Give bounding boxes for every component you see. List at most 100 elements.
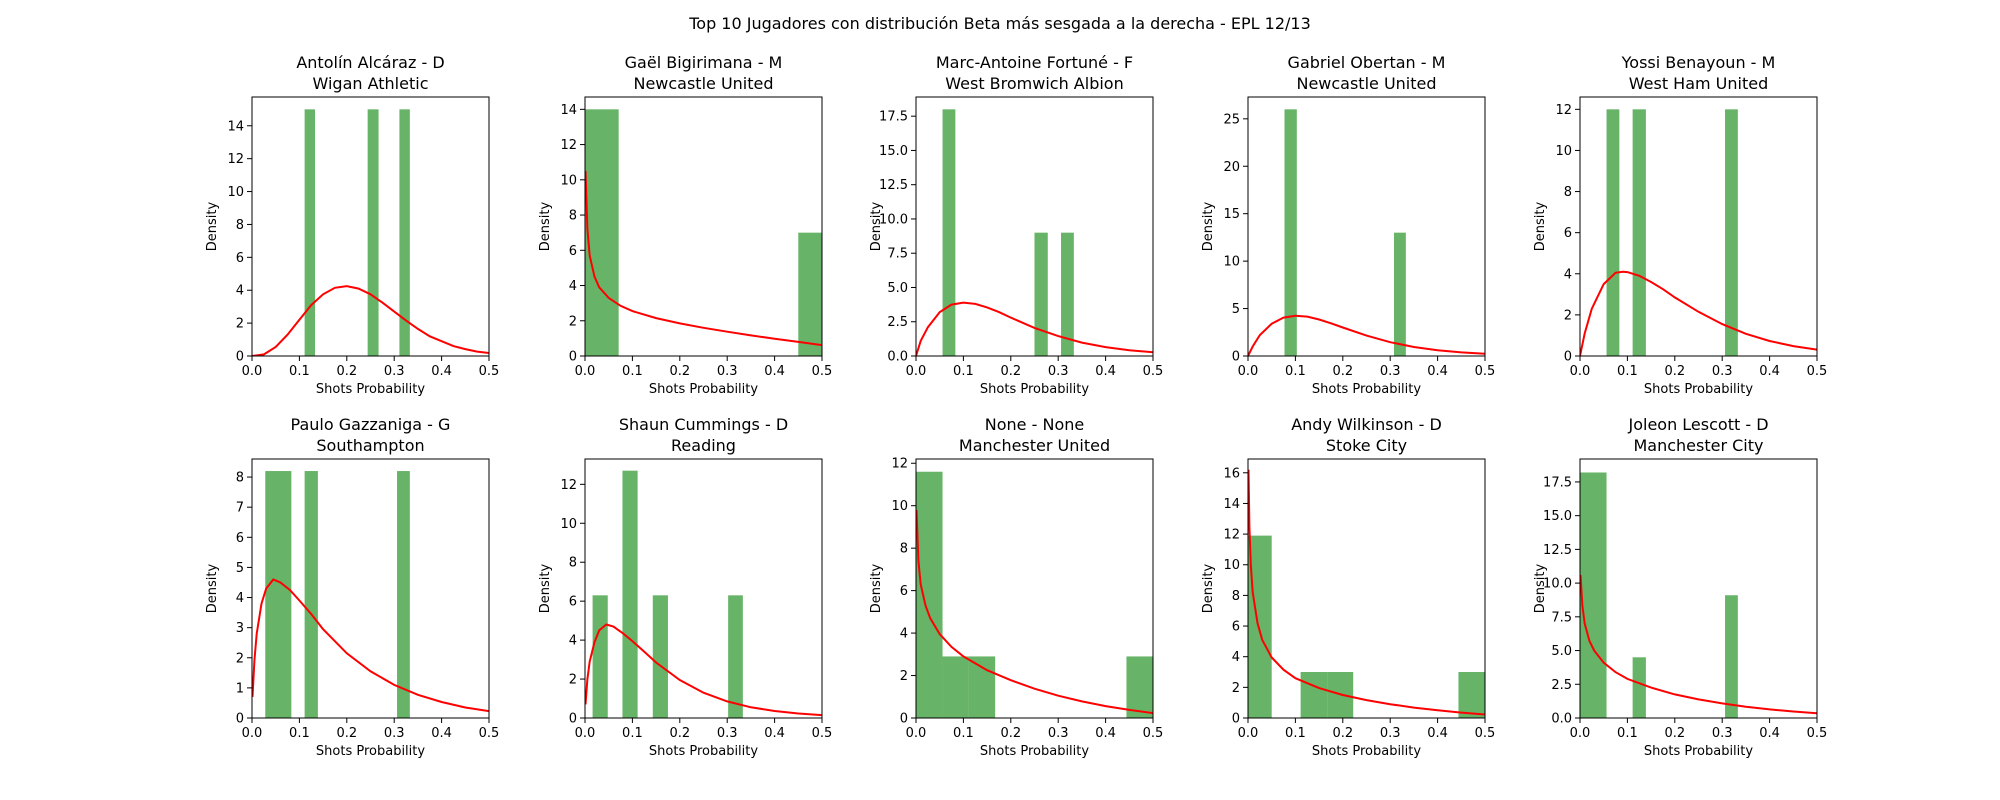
- subplot-title-player: Paulo Gazzaniga - G: [291, 415, 451, 434]
- x-tick-label: 0.0: [575, 726, 596, 741]
- x-tick-label: 0.0: [906, 364, 927, 379]
- x-tick-label: 0.2: [1332, 364, 1353, 379]
- histogram-bar: [942, 656, 969, 718]
- beta-pdf-curve: [252, 578, 489, 713]
- histogram-bar: [304, 471, 318, 718]
- x-tick-label: 0.0: [242, 364, 263, 379]
- y-tick-label: 8: [1232, 589, 1240, 604]
- subplot-6: 0.0 0.1 0.2 0.3 0.4 0.5 0 1 2 3 4 5 6 7 8 Shots Probabi…: [205, 415, 499, 759]
- y-tick-label: 4: [569, 279, 577, 294]
- subplot-title-team: West Bromwich Albion: [945, 74, 1123, 93]
- histogram-bar: [1632, 657, 1646, 718]
- y-tick-label: 0.0: [1551, 712, 1572, 727]
- x-axis-label: Shots Probability: [316, 382, 425, 397]
- x-tick-label: 0.1: [289, 726, 310, 741]
- subplot-title-player: Gaël Bigirimana - M: [625, 53, 783, 72]
- histogram-bar: [397, 471, 410, 718]
- x-tick-label: 0.4: [431, 726, 452, 741]
- y-tick-label: 15: [1223, 207, 1240, 222]
- y-axis-label: Density: [205, 563, 220, 613]
- histogram-bar: [1458, 672, 1485, 718]
- y-tick-label: 4: [236, 591, 244, 606]
- bar-group: [585, 109, 822, 356]
- y-tick-label: 3: [236, 621, 244, 636]
- x-tick-label: 0.5: [1807, 726, 1828, 741]
- axes-frame: [915, 96, 1154, 357]
- y-tick-label: 0: [900, 712, 908, 727]
- y-tick-label: 8: [900, 542, 908, 557]
- x-tick-label: 0.3: [717, 364, 738, 379]
- histogram-bar: [1126, 656, 1153, 718]
- beta-pdf-curve: [916, 509, 1153, 715]
- y-tick-label: 7.5: [1551, 610, 1572, 625]
- x-tick-label: 0.3: [1380, 364, 1401, 379]
- y-tick-label: 2: [900, 669, 908, 684]
- y-tick-label: 0: [1232, 350, 1240, 365]
- beta-pdf-curve: [1580, 270, 1817, 356]
- axes-frame: [251, 96, 490, 357]
- histogram-bar: [622, 470, 638, 718]
- histogram-bar: [1725, 109, 1738, 356]
- y-tick-label: 4: [900, 627, 908, 642]
- y-tick-label: 15.0: [879, 144, 908, 159]
- x-tick-label: 0.4: [1095, 726, 1116, 741]
- histogram-bar: [1393, 232, 1406, 356]
- histogram-bar: [1034, 232, 1048, 356]
- bar-group: [1606, 109, 1738, 356]
- subplot-1: 0.0 0.1 0.2 0.3 0.4 0.5 0 2 4 6 8 10 12 14 Shots Proba…: [205, 53, 499, 397]
- beta-pdf-curve: [585, 170, 822, 347]
- y-axis-label: Density: [869, 563, 884, 613]
- y-tick-label: 8: [569, 556, 577, 571]
- y-tick-label: 12.5: [1543, 543, 1572, 558]
- subplot-5: 0.0 0.1 0.2 0.3 0.4 0.5 0 2 4 6 8 10 12 Shots Probabi…: [1533, 53, 1827, 397]
- beta-pdf-curve: [1580, 574, 1817, 715]
- x-axis-label: Shots Probability: [649, 744, 758, 759]
- histogram-bar: [399, 109, 410, 356]
- histogram-bar: [1632, 109, 1646, 356]
- subplot-title-team: Newcastle United: [1296, 74, 1436, 93]
- y-tick-label: 5.0: [887, 281, 908, 296]
- x-axis-label: Shots Probability: [1644, 744, 1753, 759]
- axes-frame: [251, 458, 490, 719]
- subplot-title-player: Yossi Benayoun - M: [1621, 53, 1776, 72]
- x-tick-label: 0.1: [1285, 726, 1306, 741]
- axes-frame: [584, 458, 823, 719]
- y-tick-label: 2: [1564, 308, 1572, 323]
- y-tick-label: 7: [236, 501, 244, 516]
- bar-group: [1248, 535, 1485, 718]
- y-tick-label: 4: [1232, 650, 1240, 665]
- subplot-title-player: Gabriel Obertan - M: [1288, 53, 1446, 72]
- y-tick-label: 4: [569, 634, 577, 649]
- y-tick-label: 8: [1564, 185, 1572, 200]
- y-tick-label: 0: [1232, 712, 1240, 727]
- subplot-title-team: Wigan Athletic: [313, 74, 429, 93]
- y-tick-label: 2: [236, 317, 244, 332]
- x-tick-label: 0.0: [906, 726, 927, 741]
- histogram-bar: [1725, 595, 1738, 718]
- y-tick-label: 20: [1223, 160, 1240, 175]
- histogram-bar: [1284, 109, 1297, 356]
- x-tick-label: 0.1: [953, 364, 974, 379]
- y-tick-label: 2.5: [1551, 678, 1572, 693]
- x-tick-label: 0.4: [1759, 364, 1780, 379]
- y-tick-label: 10: [227, 185, 244, 200]
- x-tick-label: 0.3: [384, 726, 405, 741]
- x-tick-label: 0.5: [1475, 364, 1496, 379]
- subplot-title-team: Stoke City: [1326, 436, 1407, 455]
- y-tick-label: 14: [1223, 497, 1240, 512]
- x-tick-label: 0.2: [336, 364, 357, 379]
- y-axis-label: Density: [869, 201, 884, 251]
- beta-pdf-curve: [252, 285, 489, 356]
- y-tick-label: 15.0: [1543, 509, 1572, 524]
- y-axis-label: Density: [1533, 201, 1548, 251]
- y-tick-label: 12.5: [879, 178, 908, 193]
- subplot-4: 0.0 0.1 0.2 0.3 0.4 0.5 0 5 10 15 20 25 Shots Probab…: [1201, 53, 1495, 397]
- x-tick-label: 0.4: [764, 726, 785, 741]
- subplot-title-team: West Ham United: [1629, 74, 1769, 93]
- x-tick-label: 0.5: [1475, 726, 1496, 741]
- x-tick-label: 0.0: [1570, 726, 1591, 741]
- x-tick-label: 0.5: [1143, 364, 1164, 379]
- bar-group: [942, 109, 1074, 356]
- y-axis-label: Density: [205, 201, 220, 251]
- x-axis-label: Shots Probability: [980, 744, 1089, 759]
